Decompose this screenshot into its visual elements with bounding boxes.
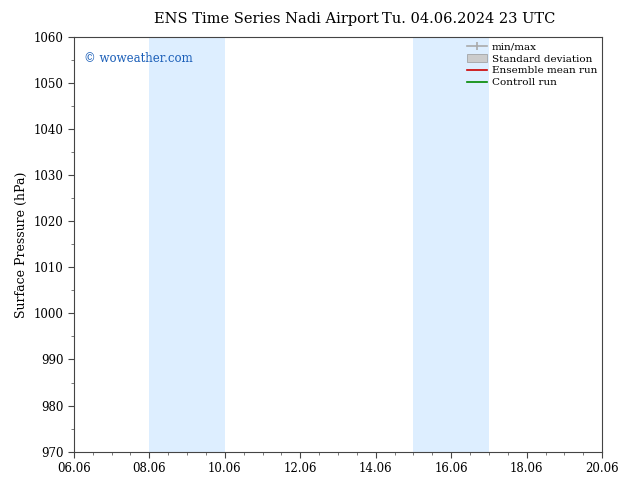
Text: © woweather.com: © woweather.com [84, 51, 193, 65]
Text: ENS Time Series Nadi Airport: ENS Time Series Nadi Airport [154, 12, 378, 26]
Y-axis label: Surface Pressure (hPa): Surface Pressure (hPa) [15, 171, 28, 318]
Legend: min/max, Standard deviation, Ensemble mean run, Controll run: min/max, Standard deviation, Ensemble me… [467, 42, 597, 87]
Bar [413, 37, 489, 452]
Bar [150, 37, 225, 452]
Text: Tu. 04.06.2024 23 UTC: Tu. 04.06.2024 23 UTC [382, 12, 556, 26]
